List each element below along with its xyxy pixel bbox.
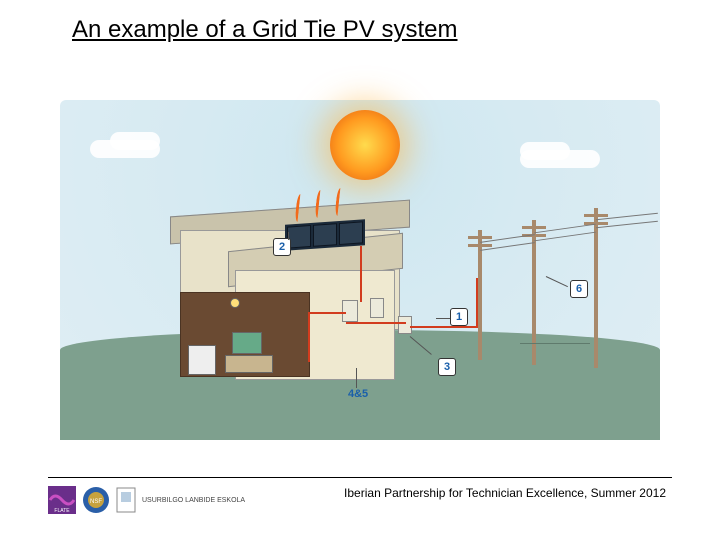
appliance-washer xyxy=(188,345,216,375)
meter-box xyxy=(370,298,384,318)
ceiling-light-icon xyxy=(230,298,240,308)
pole-crossarm xyxy=(468,244,492,247)
dc-wire xyxy=(308,312,310,362)
appliance-tv xyxy=(232,332,262,354)
svg-text:FLATE: FLATE xyxy=(54,508,70,514)
dc-wire xyxy=(346,322,406,324)
dc-wire xyxy=(360,246,362,302)
callout-3: 3 xyxy=(438,358,456,376)
flate-logo-icon: FLATE xyxy=(48,486,76,514)
ac-wire xyxy=(476,278,478,328)
logo-row: FLATE NSF USURBILGO LANBIDE ESKOLA xyxy=(48,486,245,514)
disconnect-box xyxy=(398,316,412,334)
callout-line xyxy=(288,232,289,240)
callout-1: 1 xyxy=(450,308,468,326)
callout-line xyxy=(356,368,357,388)
pole-crossarm xyxy=(522,226,546,229)
footer-text: Iberian Partnership for Technician Excel… xyxy=(344,486,666,500)
usurbilgo-logo-icon xyxy=(116,487,136,513)
inverter-box xyxy=(342,300,358,322)
callout-6: 6 xyxy=(570,280,588,298)
pv-system-diagram: 2 1 3 6 4&5 xyxy=(60,100,660,440)
callout-line xyxy=(436,318,450,319)
callout-2: 2 xyxy=(273,238,291,256)
cloud xyxy=(110,132,160,150)
slide-title: An example of a Grid Tie PV system xyxy=(72,16,458,44)
ground-line xyxy=(520,343,590,344)
appliance-desk xyxy=(225,355,273,373)
cloud xyxy=(520,142,570,160)
footer-divider xyxy=(48,477,672,478)
pole-crossarm xyxy=(468,236,492,239)
sun-icon xyxy=(330,110,400,180)
pole-crossarm xyxy=(584,214,608,217)
nsf-logo-icon: NSF xyxy=(82,486,110,514)
ac-wire xyxy=(410,326,478,328)
dc-wire xyxy=(310,312,346,314)
callout-4-5: 4&5 xyxy=(348,388,368,400)
usurbilgo-logo-text: USURBILGO LANBIDE ESKOLA xyxy=(142,497,245,504)
svg-text:NSF: NSF xyxy=(90,499,102,505)
